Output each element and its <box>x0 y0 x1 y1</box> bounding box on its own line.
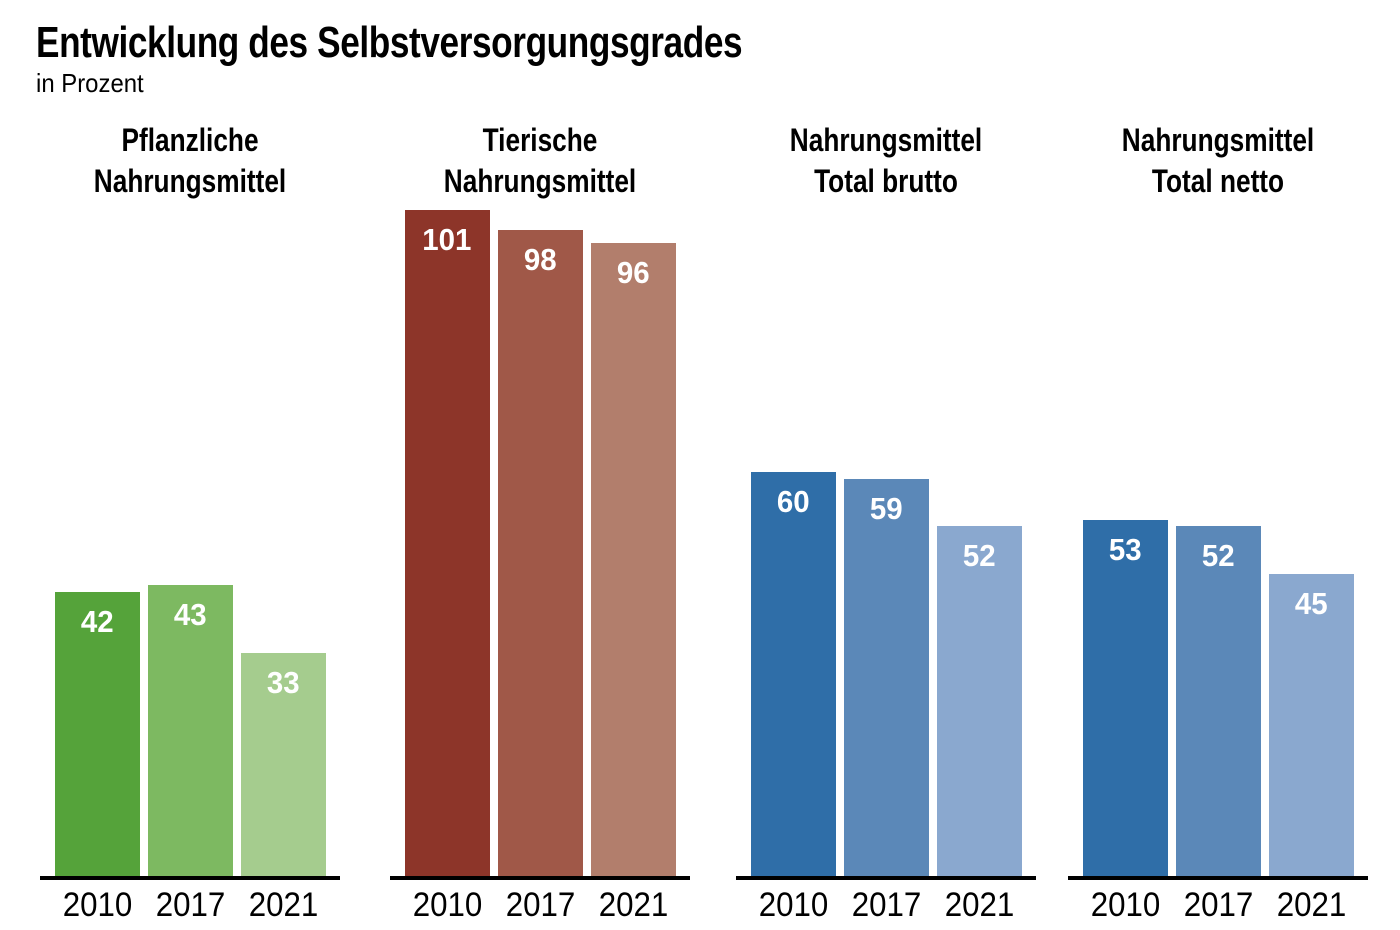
x-axis-labels: 2010 2017 2021 <box>40 886 340 925</box>
page-title: Entwicklung des Selbstversorgungsgrades <box>36 18 743 67</box>
bar-value-label: 60 <box>776 484 810 519</box>
bar-value-label: 98 <box>523 242 557 277</box>
bar-2010: 53 <box>1082 520 1168 878</box>
chart-group-pflanzliche-nahrungsmittel: Pflanzliche Nahrungsmittel 42 43 33 2010 2017 2… <box>40 0 340 930</box>
x-axis-labels: 2010 2017 2021 <box>390 886 690 925</box>
year-label: 2021 <box>598 886 668 924</box>
bar-value-label: 43 <box>173 597 207 632</box>
bars-row: 53 52 45 <box>1068 520 1368 878</box>
bar-value-label: 52 <box>962 538 996 573</box>
bar-value-label: 42 <box>80 604 114 639</box>
bars-row: 42 43 33 <box>40 585 340 878</box>
chart-group-nahrungsmittel-total-brutto: Nahrungsmittel Total brutto 60 59 52 2010 2017… <box>736 0 1036 930</box>
page-subtitle: in Prozent <box>36 68 144 98</box>
year-label: 2021 <box>944 886 1014 924</box>
bar-2017: 59 <box>843 479 929 878</box>
bar-2021: 52 <box>936 526 1022 878</box>
bar-2010: 60 <box>750 472 836 878</box>
bar-2021: 45 <box>1268 574 1354 878</box>
bar-value-label: 45 <box>1294 586 1328 621</box>
chart-group-nahrungsmittel-total-netto: Nahrungsmittel Total netto 53 52 45 2010 2017 2… <box>1068 0 1368 930</box>
x-axis-labels: 2010 2017 2021 <box>736 886 1036 925</box>
bar-value-label: 53 <box>1108 532 1142 567</box>
x-axis-line <box>390 876 690 880</box>
bar-value-label: 101 <box>422 222 472 257</box>
year-label: 2021 <box>1276 886 1346 924</box>
year-label: 2017 <box>505 886 575 924</box>
year-label: 2017 <box>851 886 921 924</box>
year-label: 2010 <box>1090 886 1160 924</box>
bar-2021: 33 <box>240 653 326 878</box>
bar-value-label: 96 <box>616 255 650 290</box>
bar-2017: 98 <box>497 230 583 878</box>
bar-2010: 101 <box>404 210 490 878</box>
year-label: 2017 <box>1183 886 1253 924</box>
bars-row: 60 59 52 <box>736 472 1036 878</box>
bars-row: 101 98 96 <box>390 210 690 878</box>
year-label: 2017 <box>155 886 225 924</box>
year-label: 2010 <box>62 886 132 924</box>
x-axis-labels: 2010 2017 2021 <box>1068 886 1368 925</box>
year-label: 2010 <box>758 886 828 924</box>
bar-value-label: 52 <box>1201 538 1235 573</box>
x-axis-line <box>736 876 1036 880</box>
group-heading: Pflanzliche Nahrungsmittel <box>93 122 287 199</box>
year-label: 2010 <box>412 886 482 924</box>
group-heading: Tierische Nahrungsmittel <box>443 122 637 199</box>
bar-value-label: 33 <box>266 665 300 700</box>
x-axis-line <box>1068 876 1368 880</box>
bar-2021: 96 <box>590 243 676 878</box>
bar-2017: 52 <box>1175 526 1261 878</box>
bar-2010: 42 <box>54 592 140 878</box>
chart-group-tierische-nahrungsmittel: Tierische Nahrungsmittel 101 98 96 2010 2017 20… <box>390 0 690 930</box>
group-heading: Nahrungsmittel Total brutto <box>789 122 983 199</box>
group-heading: Nahrungsmittel Total netto <box>1121 122 1315 199</box>
year-label: 2021 <box>248 886 318 924</box>
x-axis-line <box>40 876 340 880</box>
bar-value-label: 59 <box>869 491 903 526</box>
bar-2017: 43 <box>147 585 233 878</box>
